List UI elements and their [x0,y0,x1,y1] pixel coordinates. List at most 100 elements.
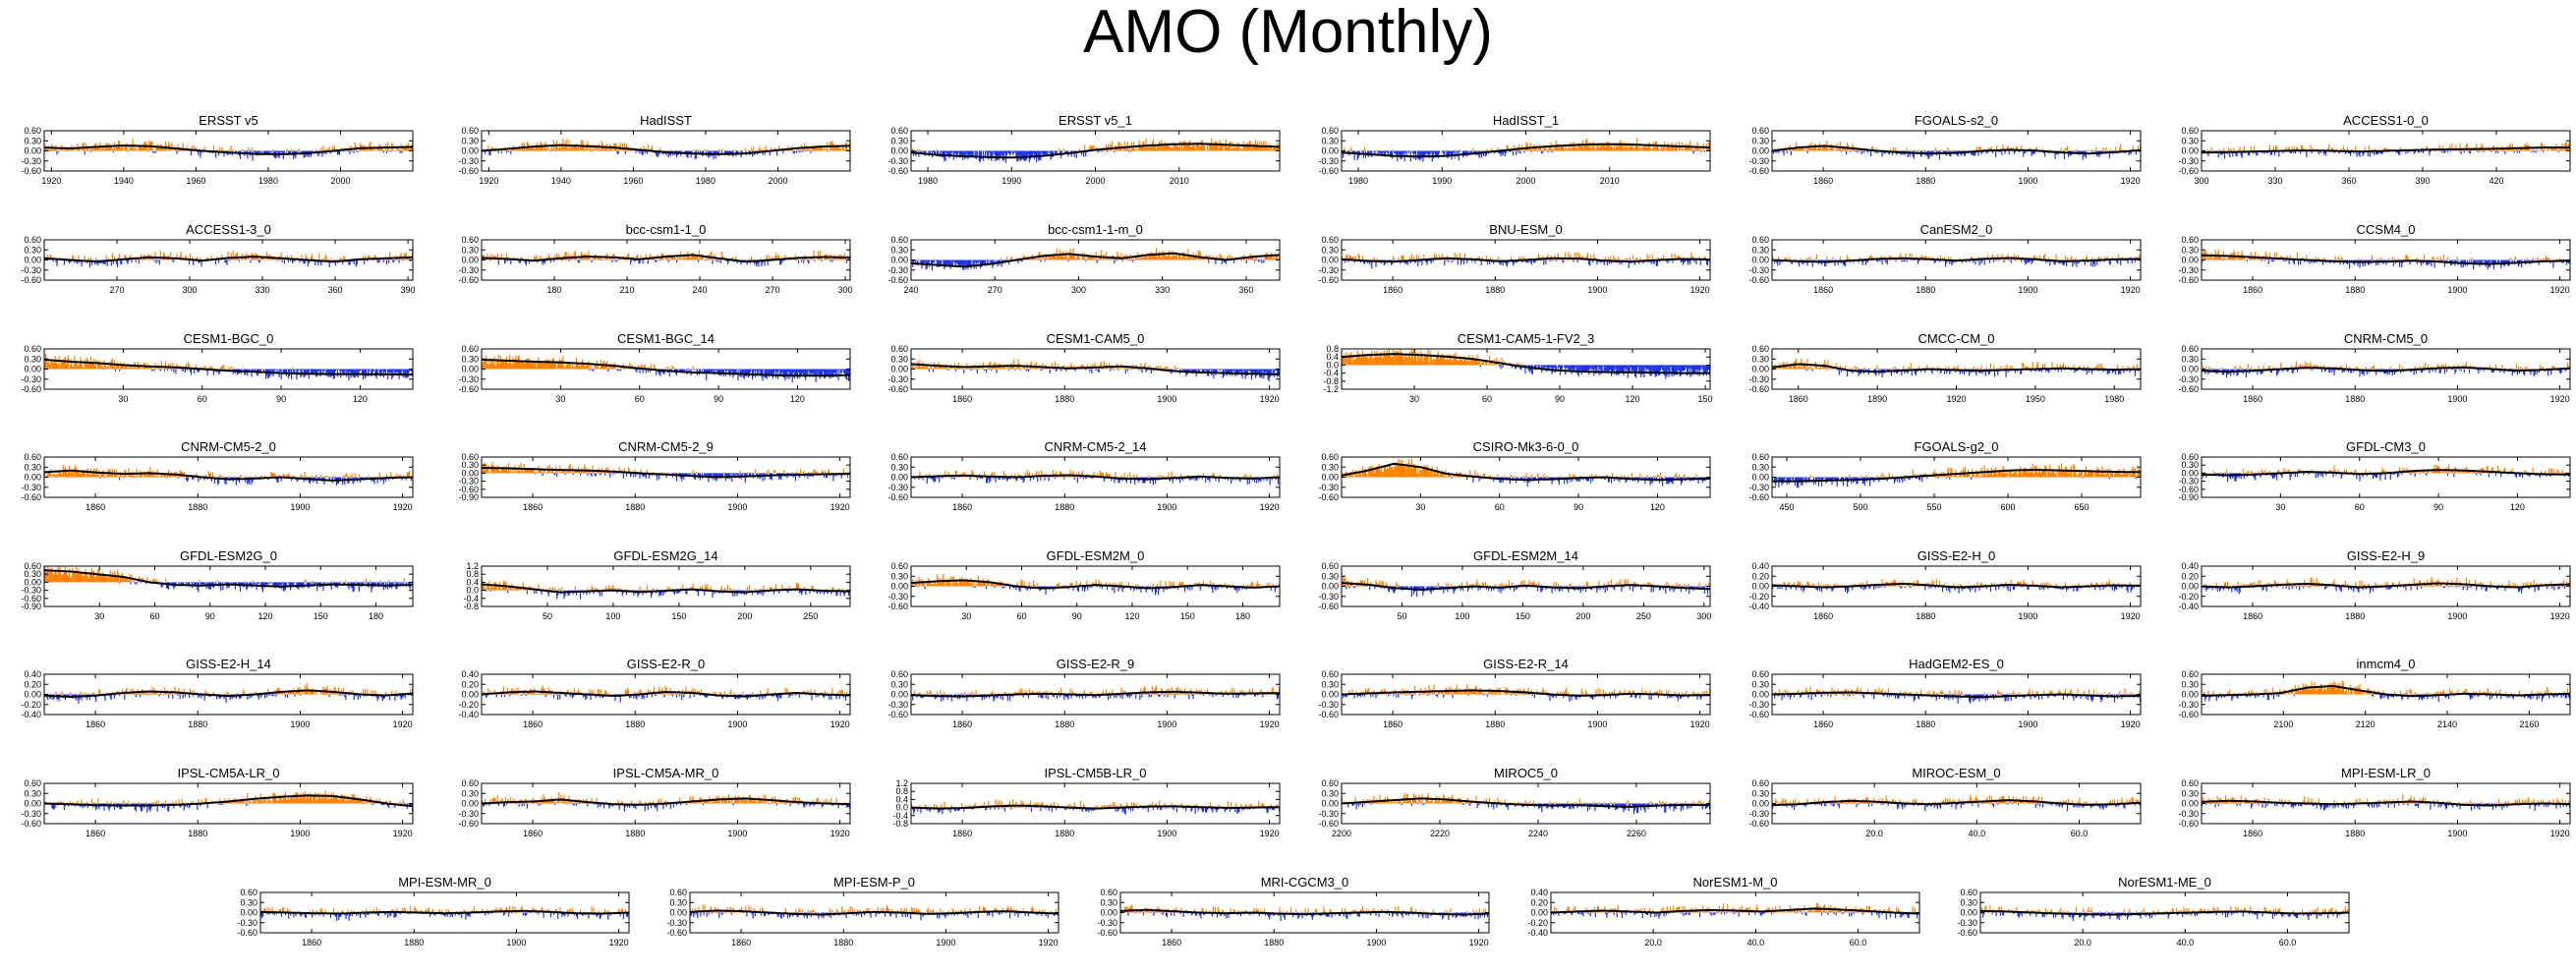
anomaly-bar [1193,144,1195,151]
anomaly-bar [1639,258,1641,260]
anomaly-bar [2511,259,2513,263]
anomaly-bar [403,369,405,376]
anomaly-bar [2490,259,2492,263]
anomaly-bar [621,366,623,370]
anomaly-bar [1662,147,1664,151]
anomaly-bar [721,148,723,151]
anomaly-bar [1017,259,1019,264]
y-tick-label: 0.30 [2181,245,2199,255]
anomaly-bar [239,369,242,372]
anomaly-bar [1029,258,1032,260]
anomaly-bar [126,143,128,151]
anomaly-bar [2358,258,2360,260]
anomaly-bar [636,256,638,260]
anomaly-bar [149,367,151,370]
anomaly-bar [1631,146,1632,151]
anomaly-bar [377,259,379,263]
anomaly-bar [1398,150,1400,154]
anomaly-bar [152,150,154,153]
anomaly-bar [348,259,350,265]
anomaly-bar [1034,150,1036,159]
anomaly-bar [1421,259,1423,265]
anomaly-bar [1402,256,1404,260]
anomaly-bar [218,259,220,263]
anomaly-bar [2558,148,2560,151]
anomaly-bar [1868,256,1871,260]
anomaly-bar [230,368,232,370]
anomaly-bar [2335,258,2337,260]
anomaly-bar [1457,259,1459,265]
anomaly-bar [53,362,55,370]
anomaly-bar [123,149,125,151]
anomaly-bar [1906,259,1908,262]
anomaly-bar [564,252,566,260]
anomaly-bar [615,259,617,262]
anomaly-bar [1349,149,1351,151]
anomaly-bar [1168,144,1170,151]
anomaly-bar [1810,259,1812,261]
anomaly-bar [378,369,380,373]
anomaly-bar [1963,150,1965,156]
anomaly-bar [1681,259,1684,261]
anomaly-bar [539,362,541,370]
y-tick-label: 0.60 [24,344,41,354]
anomaly-bar [1437,150,1440,159]
anomaly-bar [138,144,141,151]
anomaly-bar [1672,145,1674,151]
anomaly-bar [816,145,818,151]
anomaly-bar [232,251,234,260]
anomaly-bar [61,362,63,370]
anomaly-bar [218,150,220,156]
anomaly-bar [529,148,532,151]
anomaly-bar [1023,255,1025,260]
anomaly-bar [2065,259,2068,266]
y-tick-label: -0.60 [1748,166,1769,176]
anomaly-bar [577,259,580,263]
anomaly-bar [2472,149,2474,151]
anomaly-bar [1979,145,1981,151]
anomaly-bar [684,254,686,260]
anomaly-bar [1404,259,1406,264]
anomaly-bar [2522,259,2524,261]
anomaly-bar [1273,256,1275,260]
anomaly-bar [1055,258,1058,260]
x-tick-label: 1920 [479,176,498,186]
anomaly-bar [2044,150,2046,157]
y-tick-label: -0.30 [458,156,479,166]
anomaly-bar [1597,143,1599,151]
anomaly-bar [920,259,922,265]
anomaly-bar [281,259,283,262]
anomaly-bar [2032,259,2033,262]
anomaly-bar [1383,259,1385,266]
anomaly-bar [546,144,548,151]
anomaly-bar [1866,150,1869,153]
anomaly-bar [630,259,632,265]
anomaly-bar [1471,150,1473,153]
anomaly-bar [1704,257,1706,260]
anomaly-bar [1556,258,1558,260]
anomaly-bar [1501,150,1503,154]
anomaly-bar [291,148,293,151]
anomaly-bar [493,356,495,370]
anomaly-bar [1568,148,1570,151]
anomaly-bar [111,253,113,260]
anomaly-bar [1502,150,1504,156]
anomaly-bar [932,259,935,263]
anomaly-bar [573,367,575,370]
anomaly-bar [1149,252,1151,260]
anomaly-bar [115,144,118,151]
anomaly-bar [2227,258,2229,260]
anomaly-bar [322,145,324,151]
anomaly-bar [761,149,763,151]
anomaly-bar [2370,148,2373,151]
anomaly-bar [811,257,813,260]
anomaly-bar [337,150,340,154]
anomaly-bar [520,362,522,370]
anomaly-bar [172,362,174,370]
anomaly-bar [1182,148,1184,151]
anomaly-bar [1976,259,1978,261]
y-tick-label: 0.00 [461,256,479,265]
x-tick-label: 1920 [2550,285,2570,295]
anomaly-bar [818,257,820,260]
anomaly-bar [120,146,122,151]
